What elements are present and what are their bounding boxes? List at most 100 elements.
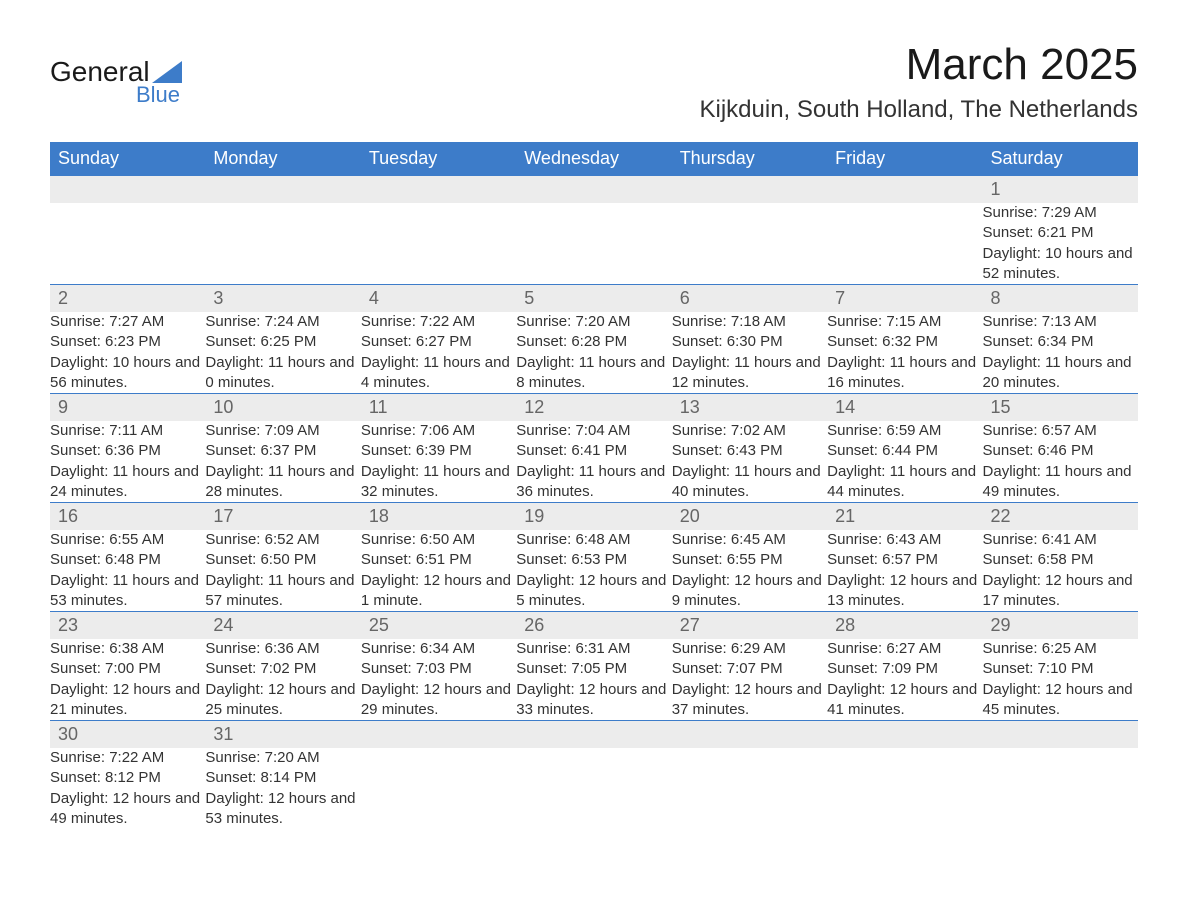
sunset-line: Sunset: 6:48 PM (50, 550, 205, 570)
detail-row: Sunrise: 7:11 AMSunset: 6:36 PMDaylight:… (50, 421, 1138, 503)
sunset-line: Sunset: 6:21 PM (983, 223, 1138, 243)
daylight-line: Daylight: 12 hours and 5 minutes. (516, 571, 671, 612)
daynum-cell: 18 (361, 503, 516, 531)
day-number: 16 (50, 503, 205, 530)
weekday-header: Tuesday (361, 142, 516, 176)
day-detail-cell: Sunrise: 7:11 AMSunset: 6:36 PMDaylight:… (50, 421, 205, 503)
daynum-cell: 7 (827, 285, 982, 313)
day-number: 27 (672, 612, 827, 639)
daylight-line: Daylight: 12 hours and 17 minutes. (983, 571, 1138, 612)
day-detail-cell: Sunrise: 7:13 AMSunset: 6:34 PMDaylight:… (983, 312, 1138, 394)
sunset-line: Sunset: 8:14 PM (205, 768, 360, 788)
daynum-cell: 27 (672, 612, 827, 640)
daynum-cell: 12 (516, 394, 671, 422)
day-detail-cell (827, 748, 982, 829)
day-detail-cell: Sunrise: 6:38 AMSunset: 7:00 PMDaylight:… (50, 639, 205, 721)
daynum-cell: 17 (205, 503, 360, 531)
sunset-line: Sunset: 6:44 PM (827, 441, 982, 461)
daylight-line: Daylight: 12 hours and 25 minutes. (205, 680, 360, 721)
day-number: 11 (361, 394, 516, 421)
day-detail-cell: Sunrise: 7:29 AMSunset: 6:21 PMDaylight:… (983, 203, 1138, 285)
sunrise-line: Sunrise: 7:06 AM (361, 421, 516, 441)
day-number: 20 (672, 503, 827, 530)
day-detail-cell: Sunrise: 7:06 AMSunset: 6:39 PMDaylight:… (361, 421, 516, 503)
day-number: 1 (983, 176, 1138, 203)
daylight-line: Daylight: 11 hours and 36 minutes. (516, 462, 671, 503)
sunset-line: Sunset: 6:46 PM (983, 441, 1138, 461)
sunrise-line: Sunrise: 6:43 AM (827, 530, 982, 550)
daynum-cell: 31 (205, 721, 360, 749)
daynum-cell: 23 (50, 612, 205, 640)
day-detail-cell: Sunrise: 7:24 AMSunset: 6:25 PMDaylight:… (205, 312, 360, 394)
day-detail-cell (361, 748, 516, 829)
sunrise-line: Sunrise: 6:38 AM (50, 639, 205, 659)
day-number: 4 (361, 285, 516, 312)
sunset-line: Sunset: 6:58 PM (983, 550, 1138, 570)
sunrise-line: Sunrise: 7:22 AM (50, 748, 205, 768)
day-detail-cell: Sunrise: 7:18 AMSunset: 6:30 PMDaylight:… (672, 312, 827, 394)
header: General Blue March 2025 Kijkduin, South … (50, 40, 1138, 134)
sunrise-line: Sunrise: 6:41 AM (983, 530, 1138, 550)
daylight-line: Daylight: 10 hours and 52 minutes. (983, 244, 1138, 285)
sunrise-line: Sunrise: 7:18 AM (672, 312, 827, 332)
day-number: 17 (205, 503, 360, 530)
daynum-cell: 2 (50, 285, 205, 313)
sunrise-line: Sunrise: 7:11 AM (50, 421, 205, 441)
sunrise-line: Sunrise: 6:57 AM (983, 421, 1138, 441)
daylight-line: Daylight: 12 hours and 53 minutes. (205, 789, 360, 830)
day-detail-cell (205, 203, 360, 285)
daynum-cell: 28 (827, 612, 982, 640)
sunrise-line: Sunrise: 7:29 AM (983, 203, 1138, 223)
daynum-row: 3031 (50, 721, 1138, 749)
daylight-line: Daylight: 12 hours and 29 minutes. (361, 680, 516, 721)
detail-row: Sunrise: 7:29 AMSunset: 6:21 PMDaylight:… (50, 203, 1138, 285)
day-detail-cell (516, 748, 671, 829)
sunset-line: Sunset: 6:57 PM (827, 550, 982, 570)
day-detail-cell: Sunrise: 6:45 AMSunset: 6:55 PMDaylight:… (672, 530, 827, 612)
sunrise-line: Sunrise: 7:27 AM (50, 312, 205, 332)
daynum-cell (361, 721, 516, 749)
day-detail-cell: Sunrise: 7:02 AMSunset: 6:43 PMDaylight:… (672, 421, 827, 503)
daylight-line: Daylight: 12 hours and 49 minutes. (50, 789, 205, 830)
day-detail-cell: Sunrise: 6:36 AMSunset: 7:02 PMDaylight:… (205, 639, 360, 721)
sunrise-line: Sunrise: 6:48 AM (516, 530, 671, 550)
day-detail-cell (983, 748, 1138, 829)
day-number: 3 (205, 285, 360, 312)
sunrise-line: Sunrise: 6:25 AM (983, 639, 1138, 659)
detail-row: Sunrise: 7:22 AMSunset: 8:12 PMDaylight:… (50, 748, 1138, 829)
daynum-cell (983, 721, 1138, 749)
logo-word-2: Blue (136, 82, 180, 108)
sunset-line: Sunset: 7:03 PM (361, 659, 516, 679)
daynum-cell: 9 (50, 394, 205, 422)
sunrise-line: Sunrise: 7:02 AM (672, 421, 827, 441)
sunset-line: Sunset: 6:39 PM (361, 441, 516, 461)
sunset-line: Sunset: 6:41 PM (516, 441, 671, 461)
day-detail-cell (672, 203, 827, 285)
sunrise-line: Sunrise: 7:22 AM (361, 312, 516, 332)
daylight-line: Daylight: 11 hours and 24 minutes. (50, 462, 205, 503)
daynum-cell: 30 (50, 721, 205, 749)
daynum-cell (672, 721, 827, 749)
weekday-header: Friday (827, 142, 982, 176)
daynum-cell: 1 (983, 176, 1138, 204)
daynum-cell: 14 (827, 394, 982, 422)
sunset-line: Sunset: 6:25 PM (205, 332, 360, 352)
daylight-line: Daylight: 12 hours and 9 minutes. (672, 571, 827, 612)
daynum-cell: 19 (516, 503, 671, 531)
day-detail-cell: Sunrise: 7:09 AMSunset: 6:37 PMDaylight:… (205, 421, 360, 503)
sunrise-line: Sunrise: 6:36 AM (205, 639, 360, 659)
sunset-line: Sunset: 6:32 PM (827, 332, 982, 352)
sunset-line: Sunset: 6:27 PM (361, 332, 516, 352)
sunset-line: Sunset: 6:51 PM (361, 550, 516, 570)
day-detail-cell: Sunrise: 6:52 AMSunset: 6:50 PMDaylight:… (205, 530, 360, 612)
day-detail-cell: Sunrise: 6:48 AMSunset: 6:53 PMDaylight:… (516, 530, 671, 612)
calendar-table: SundayMondayTuesdayWednesdayThursdayFrid… (50, 142, 1138, 829)
sunset-line: Sunset: 8:12 PM (50, 768, 205, 788)
day-number: 19 (516, 503, 671, 530)
daynum-row: 1 (50, 176, 1138, 204)
sunrise-line: Sunrise: 6:27 AM (827, 639, 982, 659)
day-detail-cell: Sunrise: 6:34 AMSunset: 7:03 PMDaylight:… (361, 639, 516, 721)
sunrise-line: Sunrise: 6:52 AM (205, 530, 360, 550)
daylight-line: Daylight: 12 hours and 1 minute. (361, 571, 516, 612)
sunrise-line: Sunrise: 6:31 AM (516, 639, 671, 659)
